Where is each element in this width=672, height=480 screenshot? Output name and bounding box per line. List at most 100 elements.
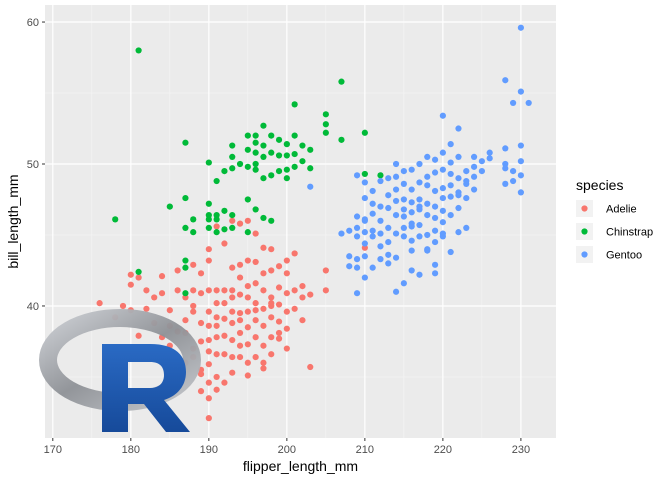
gentoo-point [385,224,392,231]
adelie-point [244,294,251,301]
gentoo-point [400,168,407,175]
adelie-point [268,294,275,301]
chinstrap-point [291,163,298,170]
adelie-point [260,305,267,312]
chinstrap-point [275,152,283,159]
chinstrap-point [268,172,275,179]
gentoo-point [517,88,524,95]
gentoo-point [424,231,431,239]
legend-key-gentoo [581,251,588,258]
adelie-point [205,308,212,315]
gentoo-point [416,203,423,210]
x-tick-label: 220 [434,444,452,456]
adelie-point [244,359,251,366]
gentoo-point [431,270,439,277]
adelie-point [213,287,220,294]
gentoo-point [431,169,439,176]
gentoo-point [424,246,431,253]
chinstrap-point [229,165,236,172]
chinstrap-point [283,175,290,182]
adelie-point [229,294,236,301]
gentoo-point [447,170,454,178]
adelie-point [213,334,220,341]
chinstrap-point [307,146,314,153]
legend: species Adelie Chinstrap Gentoo [576,177,653,263]
gentoo-point [447,248,454,256]
gentoo-point [361,217,368,224]
gentoo-point [416,221,423,229]
chinstrap-point [322,129,329,136]
chinstrap-point [361,170,368,178]
series-gentoo [307,24,532,297]
legend-label-adelie: Adelie [606,204,637,216]
gentoo-point [353,290,361,297]
adelie-point [205,257,212,264]
adelie-point [174,287,181,294]
gentoo-point [463,194,470,202]
adelie-point [268,302,275,310]
gentoo-point [431,227,439,234]
adelie-point [229,217,236,224]
chinstrap-point [213,216,220,223]
x-tick-label: 190 [200,444,218,456]
adelie-point [205,246,212,253]
chinstrap-point [229,212,236,219]
adelie-point [166,307,173,314]
x-tick-label: 210 [356,444,374,456]
chinstrap-point [166,203,173,210]
gentoo-point [416,233,423,240]
adelie-point [268,351,275,358]
gentoo-point [408,209,415,216]
chinstrap-point [190,229,197,236]
adelie-point [252,300,259,307]
adelie-point [182,317,189,324]
gentoo-point [502,180,509,187]
chinstrap-point [182,194,189,202]
x-tick-label: 230 [512,444,530,456]
gentoo-point [424,200,431,207]
gentoo-point [447,141,454,148]
adelie-point [307,291,314,298]
chinstrap-point [182,257,189,264]
adelie-point [197,290,205,297]
chinstrap-point [213,229,220,236]
legend-key-chinstrap [581,228,588,235]
chinstrap-point [291,132,298,139]
chinstrap-point [260,175,267,182]
gentoo-point [439,185,446,192]
gentoo-point [353,256,361,263]
chinstrap-point [252,160,259,168]
adelie-point [158,273,166,280]
chinstrap-point [299,158,306,165]
gentoo-point [353,233,361,240]
gentoo-point [439,219,446,226]
gentoo-point [431,261,439,268]
gentoo-point [400,196,407,203]
adelie-point [127,281,134,288]
legend-label-chinstrap: Chinstrap [606,227,653,239]
adelie-point [119,302,127,310]
gentoo-point [502,160,509,168]
gentoo-point [392,197,400,205]
chinstrap-point [299,142,306,149]
gentoo-point [307,183,314,190]
adelie-point [275,335,283,342]
chinstrap-point [221,207,228,214]
gentoo-point [478,158,485,165]
adelie-point [205,415,212,422]
gentoo-point [400,206,407,213]
adelie-point [158,290,166,297]
adelie-point [244,308,251,315]
gentoo-point [408,237,415,244]
adelie-point [213,314,220,321]
chinstrap-point [182,264,189,271]
adelie-point [252,353,259,361]
gentoo-point [392,186,400,193]
gentoo-point [385,238,392,246]
chinstrap-point [322,111,329,118]
gentoo-point [509,168,517,175]
adelie-point [197,338,205,345]
adelie-point [260,365,267,372]
gentoo-point [424,212,431,219]
chinstrap-point [252,132,259,139]
